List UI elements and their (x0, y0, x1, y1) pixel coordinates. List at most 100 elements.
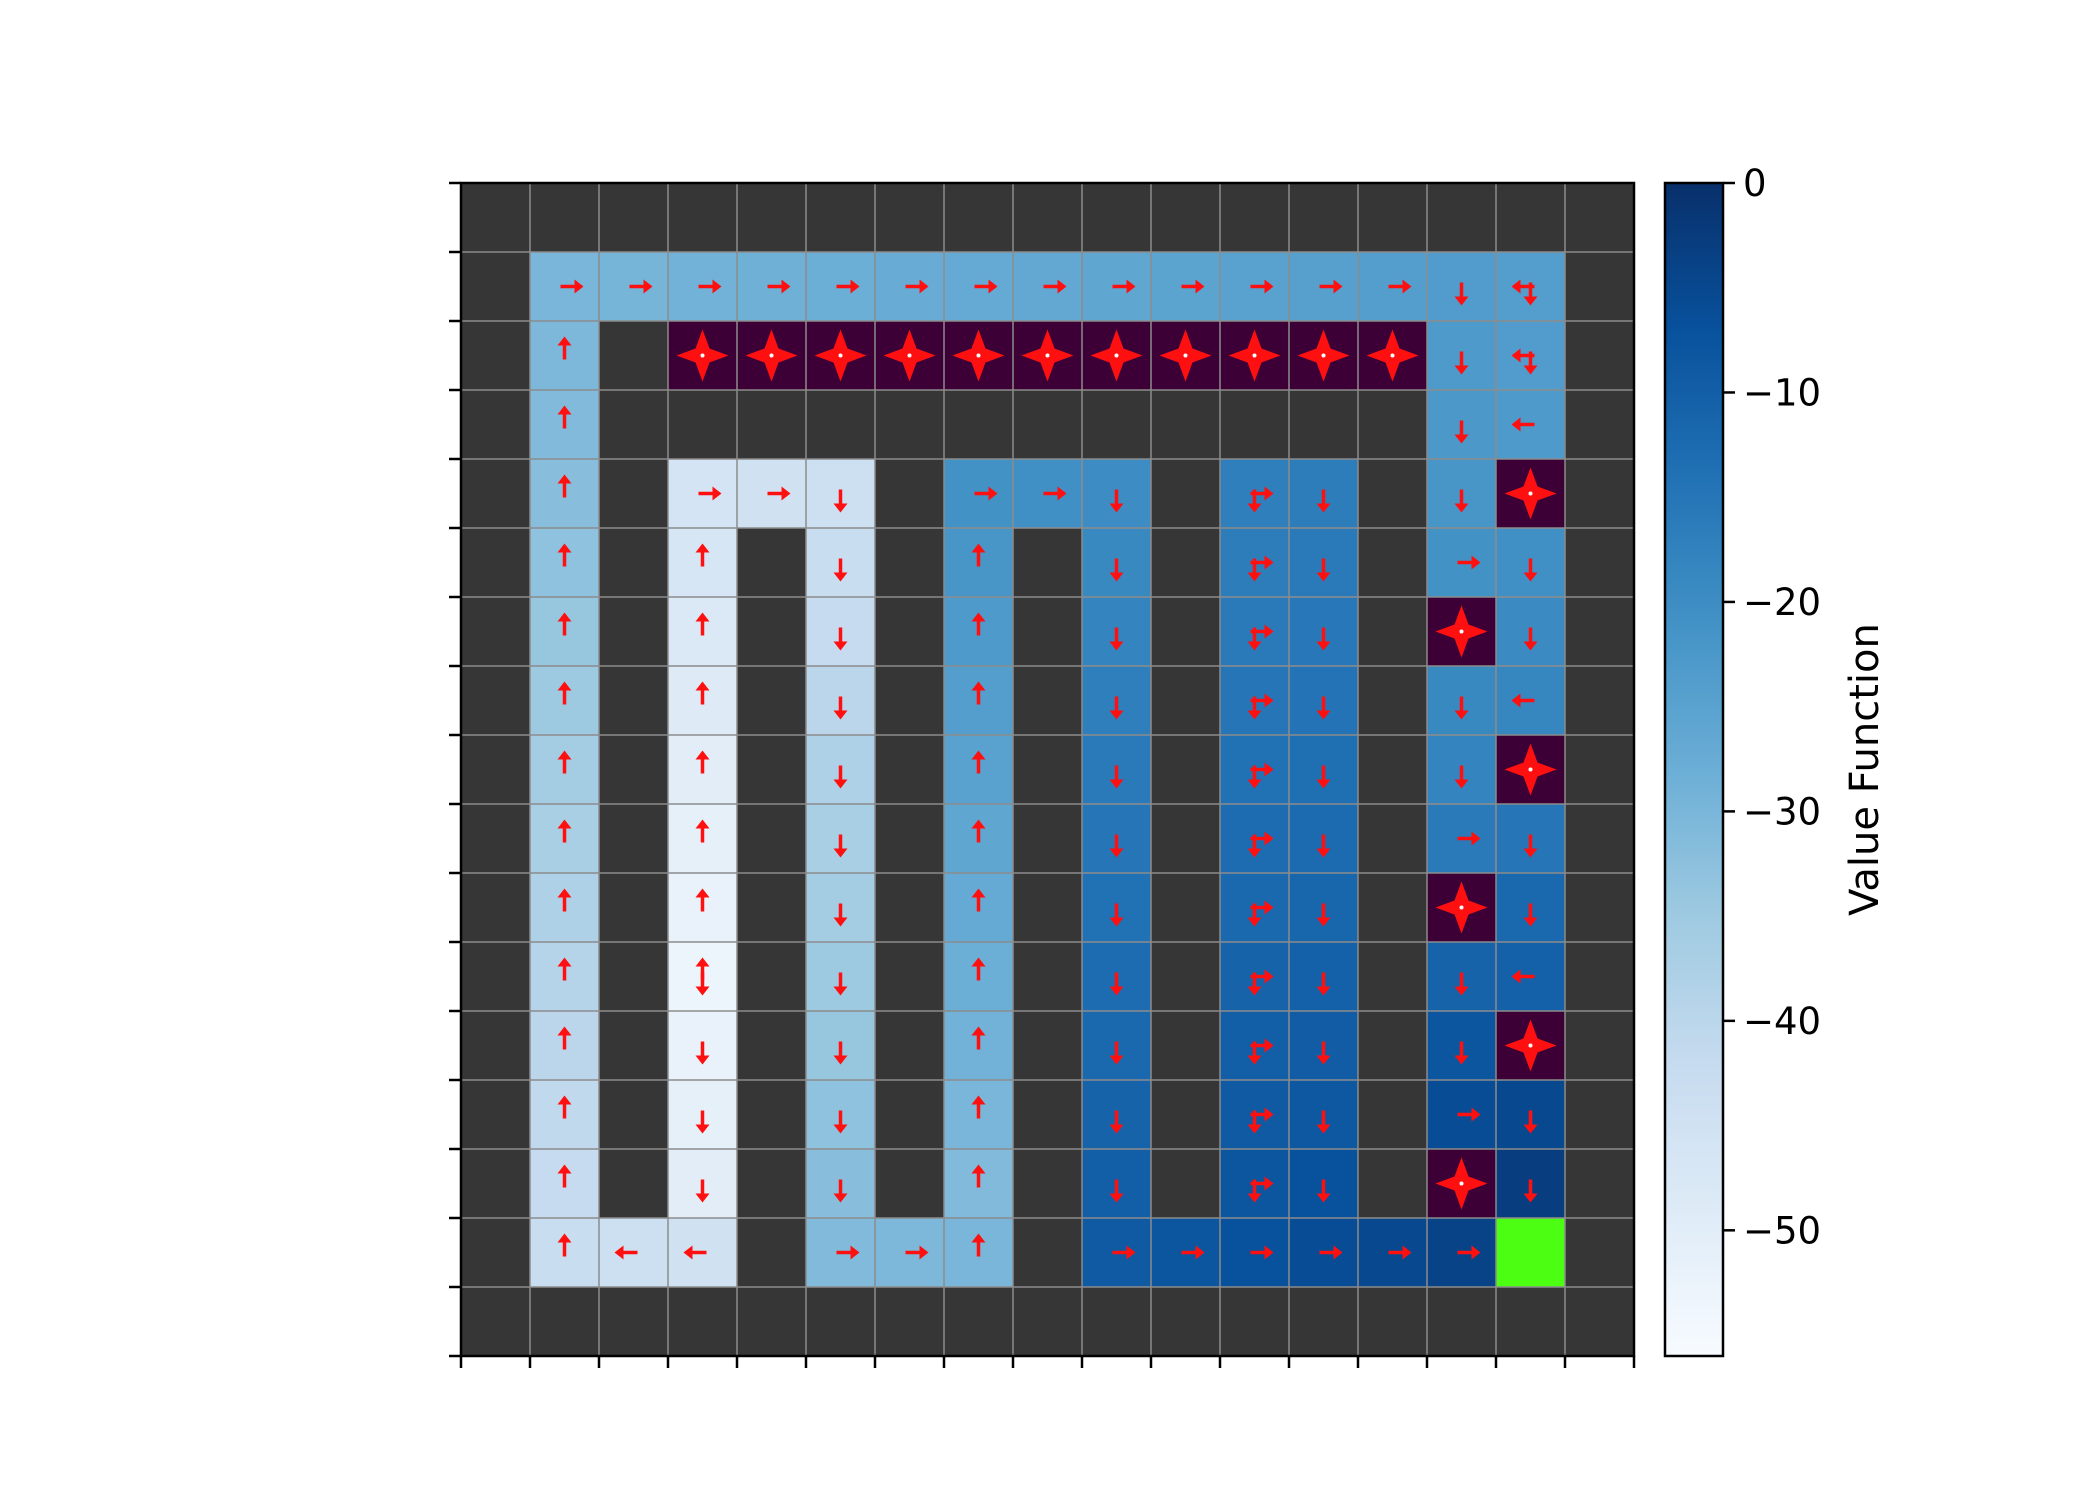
policy-arrow-up-head (557, 888, 572, 898)
policy-arrow-up-head (695, 543, 710, 553)
policy-arrow-right-head (1057, 279, 1067, 294)
policy-arrow-down-head (1109, 779, 1124, 789)
heatmap-panel (449, 181, 1636, 1368)
policy-arrow-right-head (574, 279, 584, 294)
colorbar-frame (1663, 181, 1725, 1358)
policy-arrow-down-head (1454, 1055, 1469, 1065)
policy-arrow-down-head (1523, 1193, 1538, 1203)
policy-arrow-down-head (1523, 365, 1538, 375)
policy-arrow-up-head (971, 750, 986, 760)
policy-star-center (1321, 353, 1326, 358)
policy-arrow-up-head (557, 543, 572, 553)
policy-arrow-up-head (557, 1233, 572, 1243)
policy-arrow-down-head (1454, 365, 1469, 375)
policy-arrow-up-head (557, 1164, 572, 1174)
policy-arrow-right-head (781, 486, 791, 501)
colorbar-ticks: 0 −10 −20 −30 −40 −50 (1723, 162, 1821, 1252)
policy-star-center (769, 353, 774, 358)
policy-arrow-right-head (1264, 279, 1274, 294)
policy-star-center (700, 353, 705, 358)
policy-arrow-down-head (1109, 917, 1124, 927)
policy-arrow-right-head (1126, 279, 1136, 294)
policy-arrow-left-head (1511, 693, 1521, 708)
policy-arrow-down-head (1247, 917, 1262, 927)
policy-arrow-up-head (695, 681, 710, 691)
policy-arrow-down-head (1316, 1055, 1331, 1065)
policy-arrow-left-head (1511, 348, 1521, 363)
policy-arrow-down-head (1316, 917, 1331, 927)
policy-arrow-down-head (695, 986, 710, 996)
policy-arrow-down-head (695, 1124, 710, 1134)
policy-arrow-right-head (988, 486, 998, 501)
policy-arrow-down-head (1316, 503, 1331, 513)
policy-arrow-up-head (557, 336, 572, 346)
policy-arrow-right-head (1264, 762, 1274, 777)
policy-arrow-down-head (1523, 572, 1538, 582)
policy-arrow-up-head (695, 957, 710, 967)
policy-arrow-right-head (1264, 693, 1274, 708)
colorbar: 0 −10 −20 −30 −40 −50 Value Function (1663, 162, 1888, 1358)
policy-arrow-left-head (1511, 279, 1521, 294)
policy-arrow-down-head (1109, 641, 1124, 651)
policy-arrow-down-head (1247, 1124, 1262, 1134)
policy-arrow-down-head (1247, 986, 1262, 996)
policy-arrow-down-head (1109, 1193, 1124, 1203)
axes-frame (459, 181, 1636, 1358)
policy-arrow-up-head (695, 888, 710, 898)
policy-star-center (1252, 353, 1257, 358)
policy-arrow-right-head (1471, 1245, 1481, 1260)
policy-arrow-up-head (695, 612, 710, 622)
policy-arrow-down-head (1247, 503, 1262, 513)
colorbar-tick-label: −10 (1743, 371, 1821, 414)
policy-star-center (976, 353, 981, 358)
colorbar-tick-label: 0 (1743, 162, 1767, 205)
policy-arrow-down-head (1109, 1055, 1124, 1065)
policy-arrow-right-head (850, 279, 860, 294)
goal-cell (1496, 1218, 1565, 1287)
colorbar-tick-label: −40 (1743, 1000, 1821, 1043)
policy-arrow-down-head (833, 848, 848, 858)
arrows-layer (557, 279, 1557, 1260)
policy-arrow-down-head (1109, 572, 1124, 582)
policy-arrow-down-head (1523, 296, 1538, 306)
policy-arrow-right-head (1264, 969, 1274, 984)
policy-arrow-down-head (833, 503, 848, 513)
policy-arrow-down-head (833, 917, 848, 927)
policy-arrow-right-head (1264, 900, 1274, 915)
policy-arrow-right-head (1264, 1107, 1274, 1122)
policy-arrow-right-head (643, 279, 653, 294)
policy-arrow-right-head (1471, 1107, 1481, 1122)
policy-arrow-down-head (1247, 848, 1262, 858)
policy-arrow-right-head (1471, 831, 1481, 846)
policy-star-center (1183, 353, 1188, 358)
policy-star-center (1114, 353, 1119, 358)
policy-arrow-up-head (557, 750, 572, 760)
policy-arrow-down-head (1454, 779, 1469, 789)
colorbar-gradient (1665, 183, 1723, 1356)
policy-arrow-down-head (1454, 986, 1469, 996)
policy-arrow-down-head (1109, 986, 1124, 996)
policy-arrow-down-head (833, 1193, 848, 1203)
policy-arrow-right-head (988, 279, 998, 294)
policy-arrow-up-head (971, 1095, 986, 1105)
policy-arrow-right-head (1264, 555, 1274, 570)
policy-star-center (1459, 629, 1464, 634)
policy-arrow-up-head (971, 543, 986, 553)
policy-arrow-right-head (1264, 831, 1274, 846)
policy-arrow-left-head (683, 1245, 693, 1260)
policy-arrow-down-head (1247, 779, 1262, 789)
policy-arrow-down-head (1523, 917, 1538, 927)
colorbar-tick-label: −20 (1743, 581, 1821, 624)
colorbar-tick-label: −30 (1743, 790, 1821, 833)
colorbar-label: Value Function (1842, 623, 1888, 916)
policy-arrow-down-head (1454, 503, 1469, 513)
policy-arrow-up-head (971, 1164, 986, 1174)
policy-arrow-right-head (850, 1245, 860, 1260)
policy-arrow-up-head (695, 750, 710, 760)
policy-arrow-up-head (557, 474, 572, 484)
policy-arrow-down-head (1247, 710, 1262, 720)
policy-arrow-down-head (1316, 1193, 1331, 1203)
policy-arrow-up-head (557, 819, 572, 829)
policy-arrow-down-head (1316, 779, 1331, 789)
